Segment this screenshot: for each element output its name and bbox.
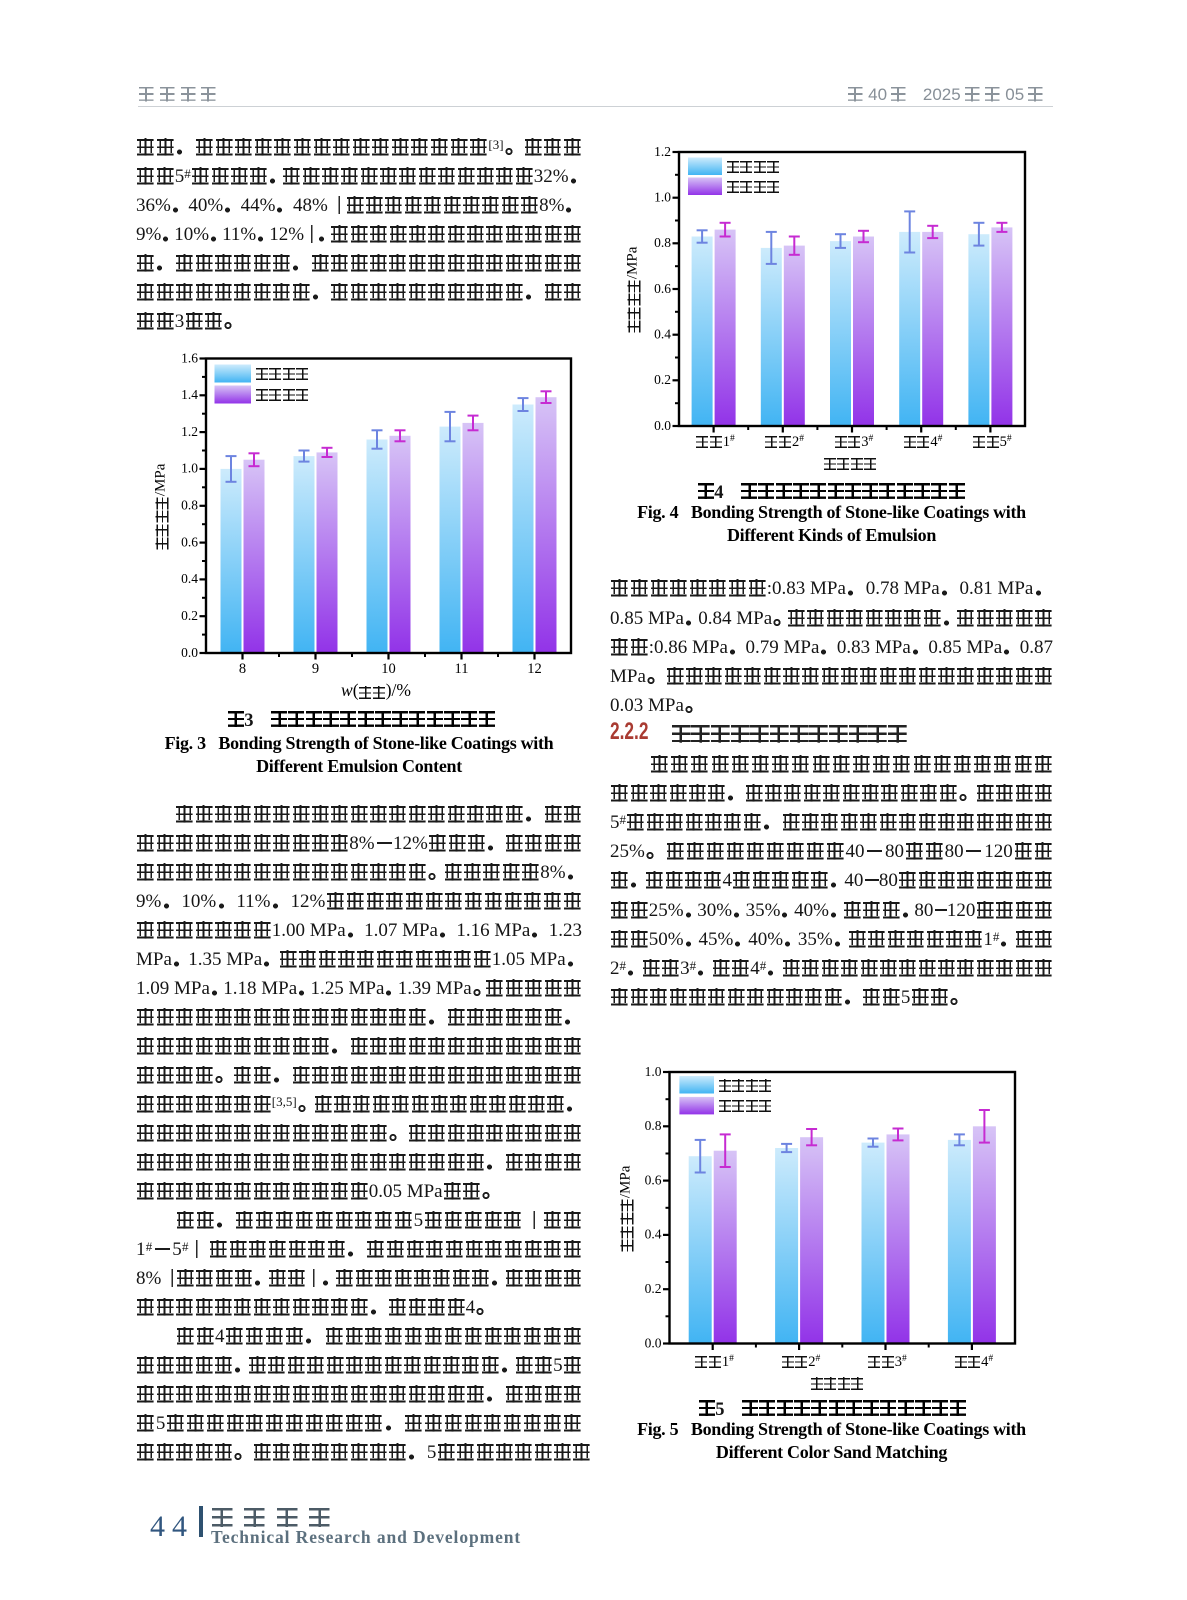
svg-text:0.4: 0.4	[654, 327, 671, 342]
svg-text:0.0: 0.0	[645, 1335, 662, 1350]
svg-text:0.4: 0.4	[181, 571, 198, 586]
svg-text:0.8: 0.8	[645, 1118, 662, 1133]
svg-text:1.0: 1.0	[654, 190, 671, 205]
svg-text:9: 9	[312, 661, 319, 677]
svg-text:0.2: 0.2	[645, 1281, 662, 1296]
svg-text:8: 8	[239, 661, 246, 677]
svg-text:0.4: 0.4	[645, 1227, 662, 1242]
svg-text:1.6: 1.6	[181, 350, 198, 365]
svg-text:10: 10	[381, 661, 396, 677]
svg-text:0.2: 0.2	[181, 608, 198, 623]
svg-text:0.0: 0.0	[654, 418, 671, 433]
svg-text:0.8: 0.8	[654, 235, 671, 250]
svg-text:0.6: 0.6	[645, 1172, 662, 1187]
svg-text:0.2: 0.2	[654, 372, 671, 387]
svg-text:1.2: 1.2	[654, 144, 671, 159]
svg-text:0.0: 0.0	[181, 645, 198, 660]
svg-text:12: 12	[527, 661, 542, 677]
svg-text:0.8: 0.8	[181, 498, 198, 513]
svg-text:1.0: 1.0	[645, 1064, 662, 1079]
svg-text:0.6: 0.6	[654, 281, 671, 296]
svg-text:1.0: 1.0	[181, 461, 198, 476]
svg-text:0.6: 0.6	[181, 534, 198, 549]
svg-text:11: 11	[455, 661, 469, 677]
svg-text:1.4: 1.4	[181, 387, 198, 402]
svg-text:1.2: 1.2	[181, 424, 198, 439]
